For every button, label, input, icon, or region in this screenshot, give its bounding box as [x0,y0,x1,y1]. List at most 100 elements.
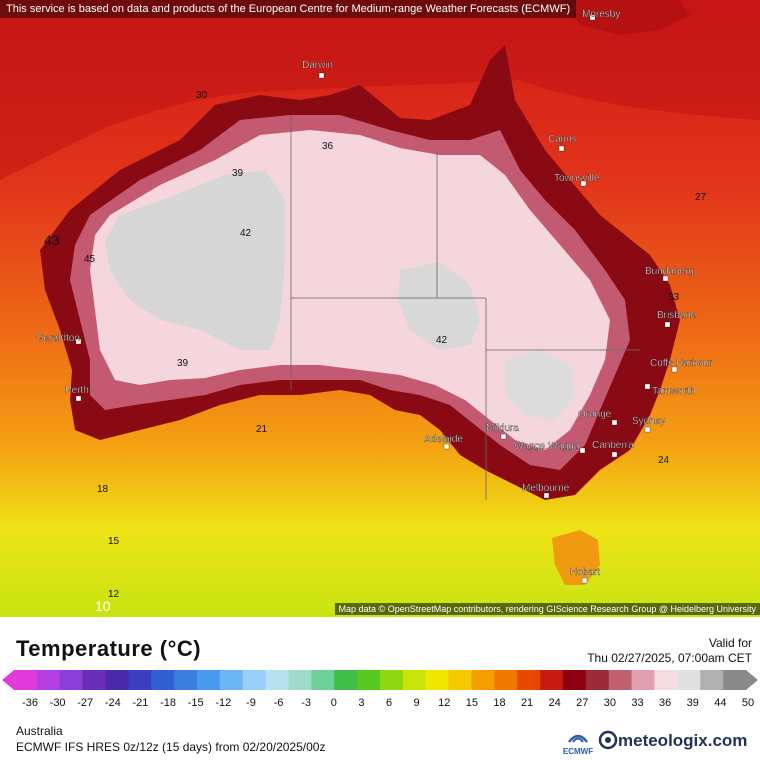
state-borders [290,115,640,500]
meteologix-logo-text: meteologix.com [618,731,748,750]
scale-tick-label: 18 [493,697,506,709]
attribution-ecmwf: This service is based on data and produc… [0,0,577,18]
color-scale-segment [128,670,152,690]
valid-label: Valid for [708,636,752,650]
color-scale-segment [425,670,450,690]
north-warm-band [0,0,760,180]
svg-text:Coffs Harbour: Coffs Harbour [650,358,713,369]
scale-tick-label: -6 [273,697,284,709]
city-cairns: Cairns [548,134,577,152]
scale-tick-label: -9 [246,697,256,709]
city-sydney: Sydney [632,416,666,433]
svg-text:Cairns: Cairns [548,134,577,145]
scale-right-arrow [746,670,758,690]
color-scale-segment [631,670,655,690]
scale-tick-label: 24 [548,697,561,709]
region-label: Australia [16,724,63,738]
meteologix-logo-icon [598,730,618,750]
isotherm-label: 30 [196,90,208,101]
scale-tick-label: -3 [301,697,312,709]
scale-tick-label: 50 [741,697,755,709]
city-mildura: Mildura [486,423,519,440]
isotherm-label: 27 [695,192,707,203]
city-adelaide: Adelaide [424,434,464,450]
color-scale-segment [151,670,175,690]
color-scale-segment [494,670,518,690]
city-darwin: Darwin [302,60,333,79]
scale-tick-label: -18 [160,697,177,709]
color-scale-segment [242,670,267,690]
isotherm-label: 12 [108,589,120,600]
svg-text:Perth: Perth [65,385,89,396]
svg-text:Darwin: Darwin [302,60,333,71]
svg-text:Orange: Orange [578,409,612,420]
png-land [560,0,690,35]
city-melbourne: Melbourne [522,483,570,499]
scale-tick-label: 30 [603,697,617,709]
color-scale-segment [654,670,678,690]
isotherm-label: 39 [232,168,244,179]
scale-tick-label: 12 [438,697,451,709]
color-scale-segment [59,670,84,690]
color-scale-segment [723,670,747,690]
color-scale-segment [471,670,495,690]
scale-tick-label: 33 [631,697,644,709]
svg-text:Canberra: Canberra [592,440,634,451]
color-scale-segment [265,670,289,690]
color-scale-segment [14,670,38,690]
scale-left-arrow [2,670,14,690]
svg-text:Melbourne: Melbourne [522,483,570,494]
scale-tick-label: 44 [714,697,727,709]
color-scale-segment [608,670,633,690]
color-scale-segment [677,670,701,690]
color-scale-segment [563,670,587,690]
scale-tick-label: -30 [49,697,66,709]
svg-text:Mildura: Mildura [486,423,519,434]
isotherm-label: 10 [95,598,111,614]
color-scale-segment [197,670,221,690]
scale-tick-label: 15 [465,697,478,709]
color-scale-segment [36,670,61,690]
city-brisbane: Brisbane [657,310,697,328]
city-geraldton: Geraldton [36,333,82,345]
svg-text:Townsville: Townsville [554,173,600,184]
city-moresby: Moresby [582,9,621,21]
city-hobart: Hobart [570,567,600,584]
svg-text:Moresby: Moresby [582,9,620,20]
ecmwf-logo-icon: ECMWF [563,734,593,756]
color-scale-segment [380,670,404,690]
scale-tick-label: -27 [77,697,94,709]
color-scale-segment [585,670,610,690]
svg-text:Geraldton: Geraldton [36,333,80,344]
city-coffs-harbour: Coffs Harbour [650,358,713,373]
color-scale-segment [540,670,564,690]
svg-text:Tamworth: Tamworth [652,386,695,397]
isotherm-label: 39 [177,358,189,369]
color-scale-bar [2,670,758,690]
tasmania-land [552,530,600,585]
svg-text:Hobart: Hobart [570,567,600,578]
valid-datetime: Thu 02/27/2025, 07:00am CET [587,651,752,665]
city-perth: Perth [65,385,89,402]
color-scale-segment [334,670,358,690]
color-scale-segment [357,670,381,690]
scale-tick-label: 9 [413,697,420,709]
scale-tick-label: -12 [215,697,232,709]
color-scale-segment [448,670,472,690]
svg-text:Brisbane: Brisbane [657,310,697,321]
svg-text:Wagga Wagga: Wagga Wagga [514,441,580,452]
color-scale-segment [219,670,244,690]
svg-text:Sydney: Sydney [632,416,665,427]
isotherm-label: 24 [658,455,670,466]
scale-tick-label: 39 [686,697,699,709]
isotherm-label: 33 [668,292,680,303]
scale-tick-label: 27 [576,697,589,709]
scale-tick-label: -15 [187,697,204,709]
color-scale-segment [517,670,541,690]
color-scale-segment [82,670,106,690]
weather-map: Darwin Cairns Townsville Bundaberg Brisb… [0,0,760,617]
city-townsville: Townsville [554,173,600,187]
isotherm-label: 18 [97,484,109,495]
isotherm-label: 15 [108,536,120,547]
scale-tick-label: 3 [358,697,365,709]
